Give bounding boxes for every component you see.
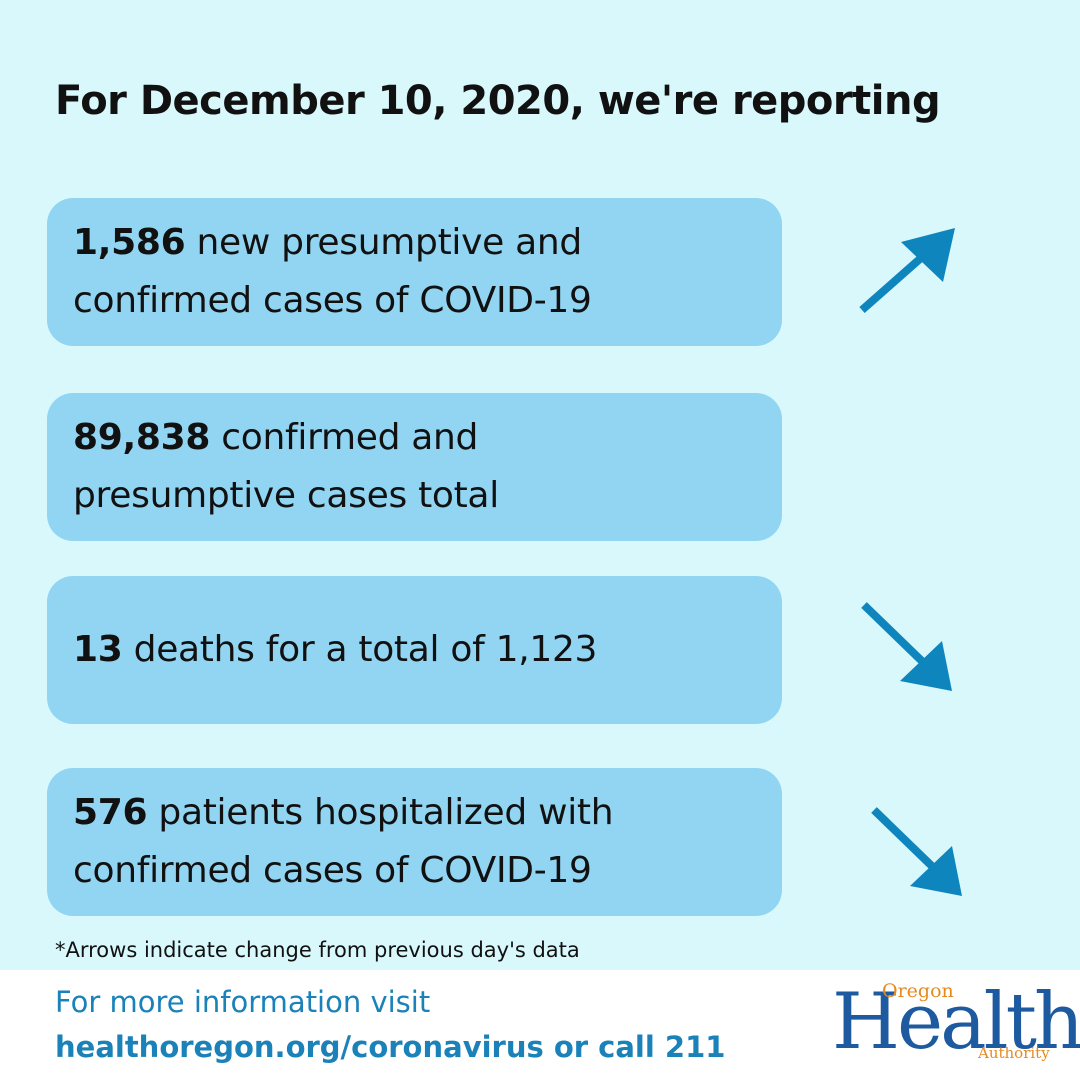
stat-line-2: confirmed cases of COVID-19 [73,850,592,891]
logo-word-authority: Authority [978,1044,1050,1062]
stat-card-hospitalized: 576 patients hospitalized with confirmed… [47,768,782,916]
stat-line-2: confirmed cases of COVID-19 [73,280,592,321]
stat-line-1: 1,586 new presumptive and [73,214,756,272]
stat-card-total-cases: 89,838 confirmed and presumptive cases t… [47,393,782,541]
stat-value: 89,838 [73,417,211,458]
stat-line-1: 13 deaths for a total of 1,123 [73,621,756,679]
stat-text: patients hospitalized with [147,792,614,833]
arrow-down-right-icon [871,807,962,896]
stat-line-2: presumptive cases total [73,475,499,516]
footnote: *Arrows indicate change from previous da… [55,938,580,962]
stat-text: deaths for a total of 1,123 [122,629,598,670]
stat-line-1: 576 patients hospitalized with [73,784,756,842]
oha-logo: Health Oregon Authority [832,980,1080,1070]
stat-text: new presumptive and [185,222,583,263]
stat-card-deaths: 13 deaths for a total of 1,123 [47,576,782,724]
arrow-up-right-icon [859,228,955,313]
logo-word-health: Health [832,977,1080,1067]
stat-value: 576 [73,792,148,833]
footer-info-text: For more information visit [55,985,431,1019]
stat-card-new-cases: 1,586 new presumptive and confirmed case… [47,198,782,346]
headline: For December 10, 2020, we're reporting [55,78,941,124]
stat-line-1: 89,838 confirmed and [73,409,756,467]
stat-value: 13 [73,629,123,670]
logo-word-oregon: Oregon [882,980,954,1002]
arrow-down-right-icon [861,602,952,691]
stat-text: confirmed and [210,417,479,458]
footer-link-text: healthoregon.org/coronavirus or call 211 [55,1030,726,1064]
footer-band [0,970,1080,1080]
stat-value: 1,586 [73,222,186,263]
